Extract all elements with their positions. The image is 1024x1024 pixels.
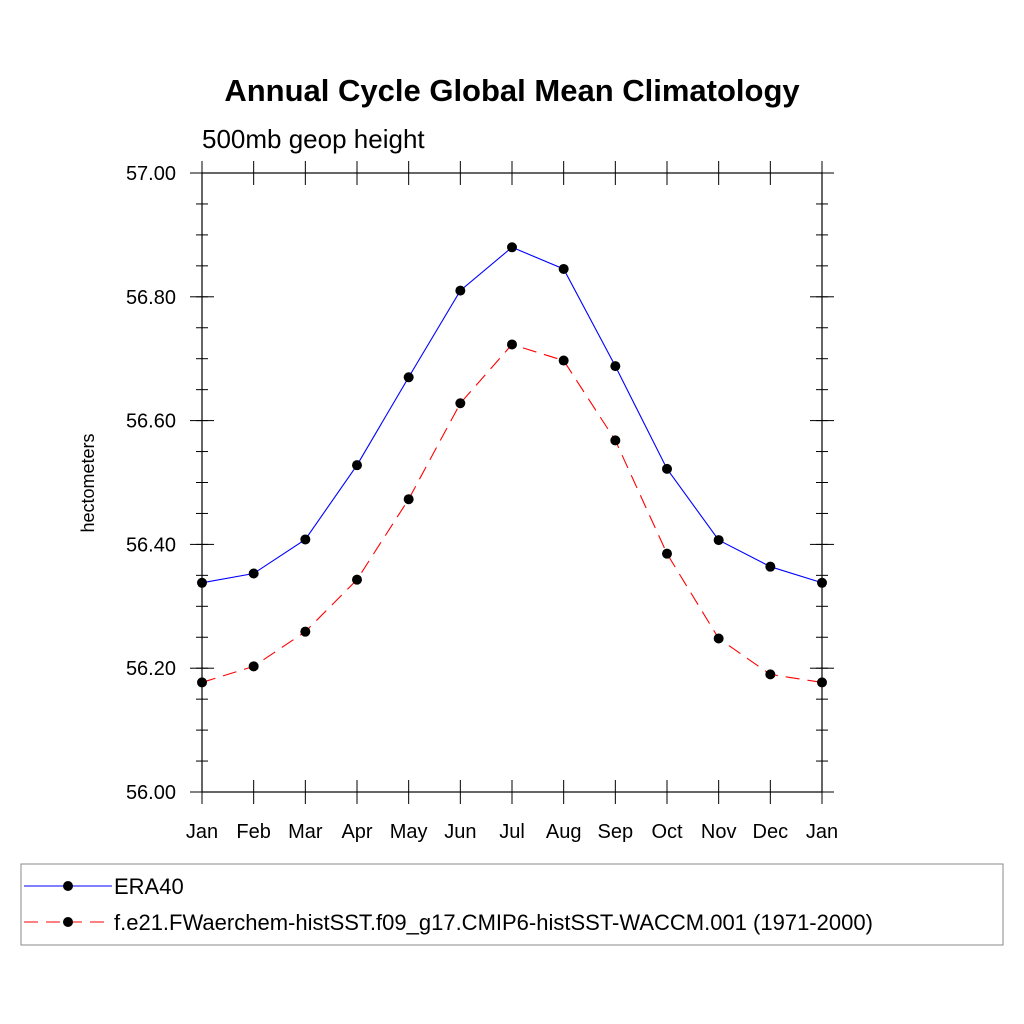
y-tick-label: 56.60 bbox=[126, 411, 176, 433]
plot-series bbox=[197, 242, 827, 688]
x-tick-label: Nov bbox=[701, 821, 737, 843]
series-2-point bbox=[507, 339, 517, 350]
series-1-point bbox=[765, 561, 776, 572]
series-1-point bbox=[352, 460, 362, 471]
series-1-point bbox=[300, 534, 311, 545]
x-tick-label: Aug bbox=[546, 821, 582, 843]
y-tick-label: 56.40 bbox=[126, 534, 176, 556]
series-2-point bbox=[352, 574, 362, 585]
series-1-point bbox=[455, 285, 466, 296]
series-2-point bbox=[403, 494, 414, 505]
legend-marker-1 bbox=[63, 881, 73, 891]
chart-title: Annual Cycle Global Mean Climatology bbox=[224, 73, 800, 108]
series-1-point bbox=[558, 263, 569, 274]
x-tick-label: Sep bbox=[598, 821, 634, 843]
series-1-point bbox=[662, 463, 672, 474]
legend-marker-2 bbox=[63, 917, 73, 927]
series-2-point bbox=[248, 661, 259, 672]
series-2-point bbox=[610, 435, 621, 446]
series-2-point bbox=[197, 677, 207, 688]
series-1-point bbox=[248, 568, 259, 579]
series-1-point bbox=[197, 577, 207, 588]
series-1-point bbox=[507, 242, 517, 253]
series-2-point bbox=[558, 355, 569, 366]
series-2-point bbox=[817, 677, 827, 688]
series-2-point bbox=[765, 669, 776, 680]
x-tick-label: Mar bbox=[288, 821, 323, 843]
x-tick-label: Oct bbox=[651, 821, 683, 843]
x-tick-label: Jul bbox=[499, 821, 525, 843]
series-2-point bbox=[713, 633, 724, 644]
series-2-point bbox=[455, 398, 466, 409]
y-axis-label: hectometers bbox=[78, 433, 98, 532]
x-tick-label: Feb bbox=[236, 821, 270, 843]
legend: ERA40 f.e21.FWaerchem-histSST.f09_g17.CMI… bbox=[20, 863, 1004, 946]
series-1-point bbox=[610, 361, 621, 372]
y-tick-label: 56.80 bbox=[126, 287, 176, 309]
legend-label-2: f.e21.FWaerchem-histSST.f09_g17.CMIP6-hi… bbox=[114, 910, 873, 935]
x-tick-label: May bbox=[390, 821, 428, 843]
x-tick-label: Jun bbox=[444, 821, 476, 843]
x-tick-label: Apr bbox=[341, 821, 372, 843]
series-1-point bbox=[403, 372, 414, 383]
y-tick-label: 56.00 bbox=[126, 782, 176, 804]
x-tick-label: Dec bbox=[753, 821, 789, 843]
y-tick-label: 57.00 bbox=[126, 163, 176, 185]
series-1-point bbox=[817, 577, 827, 588]
legend-label-1: ERA40 bbox=[114, 874, 184, 899]
x-tick-label: Jan bbox=[186, 821, 218, 843]
series-1-point bbox=[713, 535, 724, 546]
y-tick-label: 56.20 bbox=[126, 658, 176, 680]
series-2-point bbox=[662, 548, 672, 559]
series-2-point bbox=[300, 626, 311, 637]
axes: Jan Feb Mar Apr May Jun Jul Aug Sep Oct Nov Dec Jan 5… bbox=[126, 161, 838, 843]
x-tick-label: Jan bbox=[806, 821, 838, 843]
chart-subtitle: 500mb geop height bbox=[202, 124, 425, 154]
legend-box bbox=[20, 863, 1004, 946]
